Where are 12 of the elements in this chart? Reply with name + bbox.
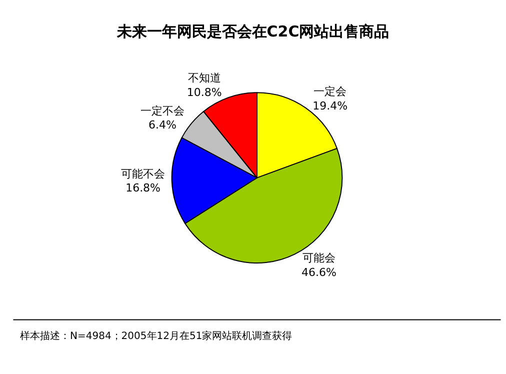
slice-label: 可能不会	[121, 167, 166, 180]
slice-label: 不知道	[188, 72, 221, 85]
data-label: 19.4%	[312, 99, 348, 112]
text: 样本描述：N=4984；2005年12月在51家网站联机调查获得	[20, 330, 292, 342]
data-label: 6.4%	[148, 118, 177, 132]
slice-label: 一定会	[314, 85, 347, 98]
data-label: 10.8%	[186, 86, 222, 99]
slice-label: 一定不会	[140, 104, 185, 118]
chart-title: 未来一年网民是否会在C2C网站出售商品	[116, 22, 390, 41]
data-label: 46.6%	[302, 266, 336, 279]
data-label: 16.8%	[126, 182, 161, 195]
slice-label: 可能会	[302, 252, 336, 265]
